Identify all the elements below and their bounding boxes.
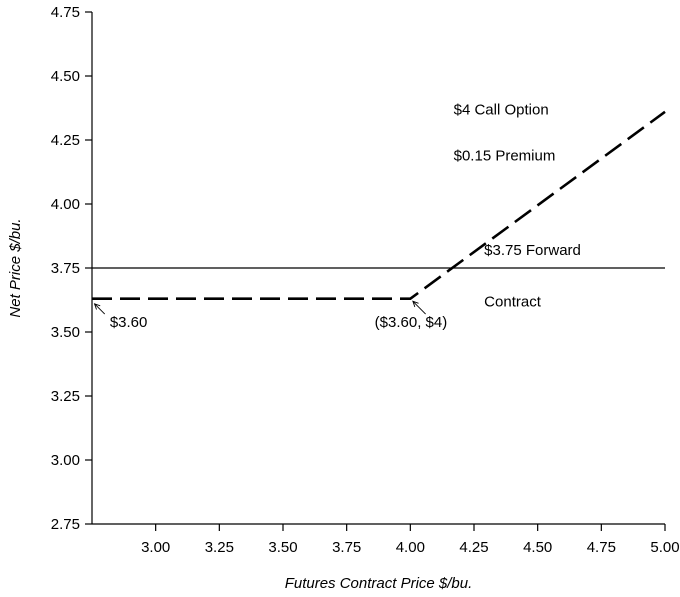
x-tick-label: 4.50 <box>523 539 552 556</box>
x-ticks: 3.00 3.25 3.50 3.75 4.00 4.25 4.50 4.75 5.00 <box>141 524 680 556</box>
x-tick-label: 3.00 <box>141 539 170 556</box>
annotation-fwd_line2: Contract <box>484 293 542 310</box>
annotation-call_line2: $0.15 Premium <box>454 147 556 164</box>
y-tick-label: 2.75 <box>51 516 80 533</box>
y-tick-label: 3.50 <box>51 324 80 341</box>
annotation-call_line1: $4 Call Option <box>454 101 549 118</box>
x-axis-title: Futures Contract Price $/bu. <box>285 575 473 592</box>
annotation-arrow <box>412 300 426 315</box>
annotation-fwd_line1: $3.75 Forward <box>484 242 581 259</box>
x-tick-label: 4.00 <box>396 539 425 556</box>
x-tick-label: 3.25 <box>205 539 234 556</box>
annotation-layer: $4 Call Option $0.15 Premium $3.75 Forward… <box>93 101 581 331</box>
annotation-low_label: $3.60 <box>110 314 148 331</box>
call-option-line <box>92 110 666 301</box>
annotation-kink_label: ($3.60, $4) <box>375 314 448 331</box>
annotation-arrow <box>94 303 106 315</box>
y-tick-label: 3.25 <box>51 388 80 405</box>
y-tick-label: 4.75 <box>51 4 80 21</box>
arrowhead-icon <box>412 300 419 308</box>
x-tick-label: 3.50 <box>268 539 297 556</box>
arrowhead-icon <box>93 303 101 310</box>
x-tick-label: 4.75 <box>587 539 616 556</box>
y-axis-title: Net Price $/bu. <box>7 218 24 317</box>
x-tick-label: 3.75 <box>332 539 361 556</box>
x-tick-label: 4.25 <box>459 539 488 556</box>
y-tick-label: 4.25 <box>51 132 80 149</box>
y-tick-label: 4.50 <box>51 68 80 85</box>
y-tick-label: 3.75 <box>51 260 80 277</box>
series-layer <box>92 110 666 301</box>
y-ticks: 2.75 3.00 3.25 3.50 3.75 4.00 4.25 4.50 4.75 <box>51 4 92 533</box>
y-tick-label: 3.00 <box>51 452 80 469</box>
x-tick-label: 5.00 <box>650 539 679 556</box>
y-tick-label: 4.00 <box>51 196 80 213</box>
